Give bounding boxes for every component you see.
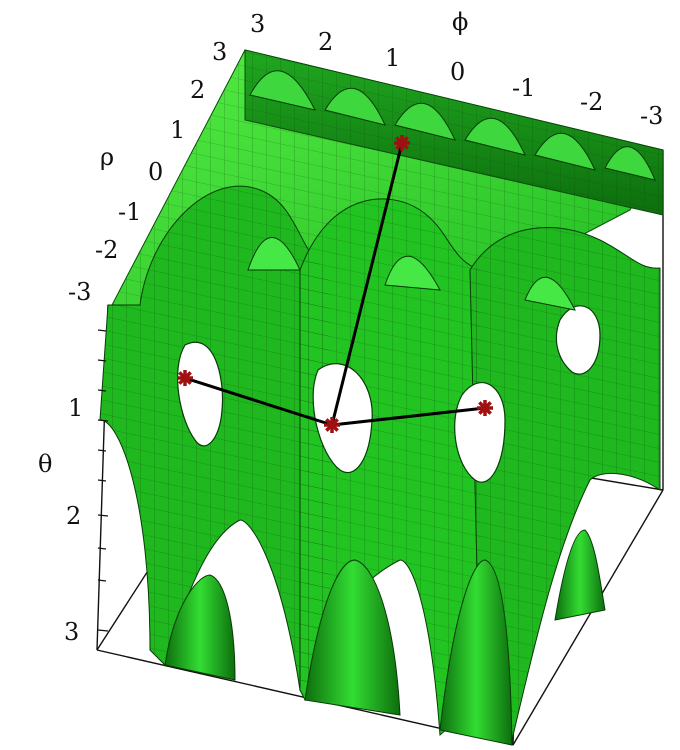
marker-right (477, 400, 493, 416)
rho-tick: 0 (148, 158, 163, 186)
rho-tick: -3 (68, 278, 91, 306)
phi-axis: 3 2 1 0 -1 -2 -3 ϕ (250, 8, 663, 130)
surface-arches-back (249, 70, 656, 181)
rho-tick: 3 (212, 38, 227, 66)
surface-openings (176, 305, 601, 483)
phi-tick: -3 (640, 102, 663, 130)
rho-tick: -1 (118, 198, 141, 226)
rho-tick: 1 (170, 116, 185, 144)
theta-tick: 2 (66, 502, 81, 530)
surface-legs (164, 529, 606, 746)
markers (177, 135, 493, 433)
surface-arches-front (247, 237, 576, 311)
path-lines (184, 142, 486, 427)
phi-tick: 3 (250, 10, 265, 38)
marker-center (324, 417, 340, 433)
marker-left (177, 370, 193, 386)
theta-axis: 1 2 3 θ (38, 329, 109, 646)
phi-axis-title: ϕ (452, 8, 468, 36)
theta-tick: 1 (68, 394, 83, 422)
phi-tick: -1 (512, 74, 535, 102)
phi-tick: 2 (318, 28, 333, 56)
phi-tick: -2 (580, 88, 603, 116)
theta-tick: 3 (64, 618, 79, 646)
rho-tick: -2 (95, 236, 118, 264)
rho-axis: 3 2 1 0 -1 -2 -3 ρ (68, 38, 227, 306)
rho-tick: 2 (190, 76, 205, 104)
marker-top (394, 135, 410, 151)
rho-axis-title: ρ (100, 143, 114, 171)
phi-tick: 1 (385, 44, 400, 72)
phi-tick: 0 (450, 58, 465, 86)
theta-axis-title: θ (38, 450, 52, 478)
